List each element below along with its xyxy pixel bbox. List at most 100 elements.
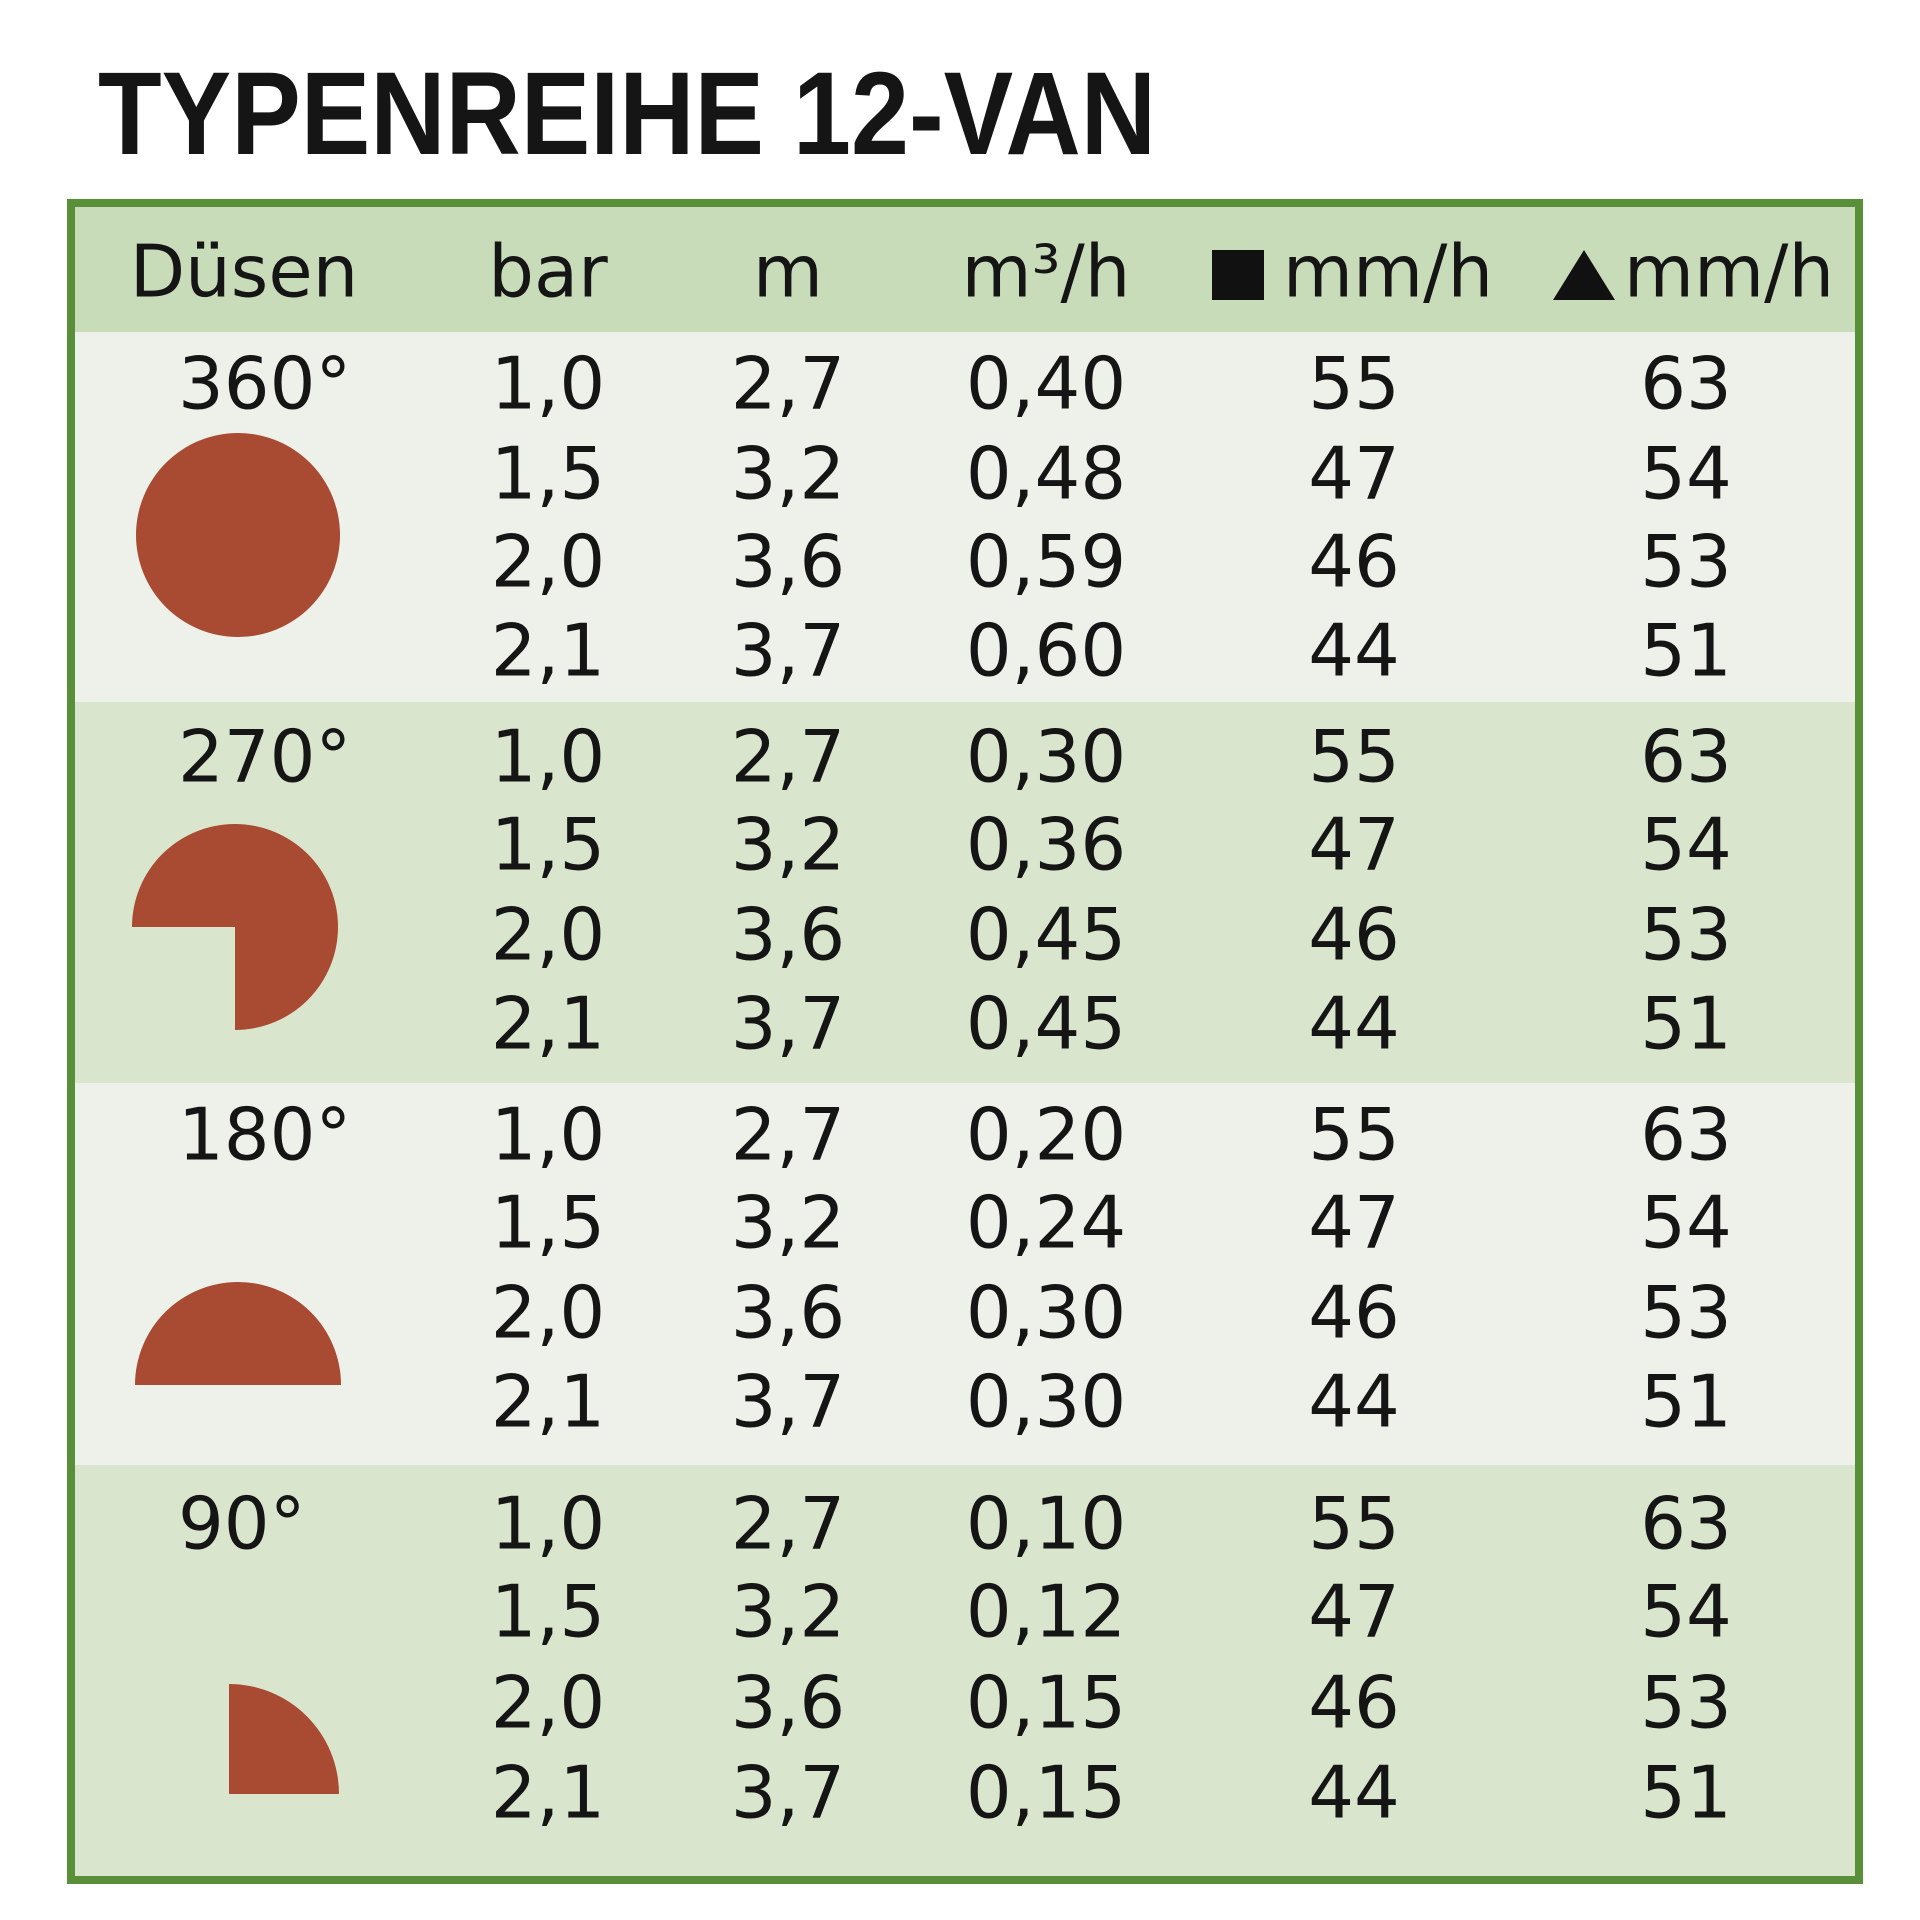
cell: 1,0 xyxy=(491,342,606,426)
column-header: mm/h xyxy=(1624,230,1834,314)
cell: 63 xyxy=(1640,1482,1732,1566)
cell: 1,0 xyxy=(491,715,606,799)
group-band xyxy=(75,702,1855,1083)
cell: 46 xyxy=(1308,1661,1400,1745)
cell: 53 xyxy=(1640,893,1732,977)
cell: 0,10 xyxy=(966,1482,1126,1566)
cell: 0,60 xyxy=(966,609,1126,693)
cell: 3,2 xyxy=(731,432,846,516)
column-header: bar xyxy=(488,230,608,314)
cell: 3,6 xyxy=(731,520,846,604)
cell: 47 xyxy=(1308,1181,1400,1265)
cell: 44 xyxy=(1308,1360,1400,1444)
shape-270 xyxy=(132,824,338,1030)
square-icon xyxy=(1212,250,1264,300)
cell: 3,2 xyxy=(731,1570,846,1654)
cell: 3,6 xyxy=(731,1271,846,1355)
cell: 1,0 xyxy=(491,1093,606,1177)
column-header: mm/h xyxy=(1283,230,1493,314)
group-label: 180° xyxy=(178,1093,351,1177)
cell: 53 xyxy=(1640,1661,1732,1745)
cell: 3,2 xyxy=(731,803,846,887)
cell: 3,7 xyxy=(731,1360,846,1444)
column-header: m³/h xyxy=(962,230,1131,314)
cell: 0,24 xyxy=(966,1181,1126,1265)
column-header: m xyxy=(753,230,823,314)
cell: 54 xyxy=(1640,432,1732,516)
cell: 3,7 xyxy=(731,1751,846,1835)
cell: 46 xyxy=(1308,1271,1400,1355)
cell: 2,7 xyxy=(731,342,846,426)
cell: 0,30 xyxy=(966,1360,1126,1444)
cell: 46 xyxy=(1308,893,1400,977)
cell: 55 xyxy=(1308,1093,1400,1177)
group-label: 270° xyxy=(178,715,351,799)
header-band xyxy=(75,207,1855,332)
cell: 44 xyxy=(1308,1751,1400,1835)
cell: 0,45 xyxy=(966,982,1126,1066)
group-label: 90° xyxy=(178,1482,306,1566)
cell: 2,0 xyxy=(491,1271,606,1355)
cell: 2,7 xyxy=(731,1093,846,1177)
cell: 2,7 xyxy=(731,715,846,799)
cell: 54 xyxy=(1640,1181,1732,1265)
cell: 3,6 xyxy=(731,893,846,977)
cell: 3,7 xyxy=(731,982,846,1066)
cell: 3,7 xyxy=(731,609,846,693)
cell: 63 xyxy=(1640,715,1732,799)
cell: 0,15 xyxy=(966,1751,1126,1835)
cell: 54 xyxy=(1640,1570,1732,1654)
cell: 1,5 xyxy=(491,1181,606,1265)
triangle-icon xyxy=(1553,250,1615,300)
cell: 2,7 xyxy=(731,1482,846,1566)
cell: 0,40 xyxy=(966,342,1126,426)
cell: 47 xyxy=(1308,803,1400,887)
cell: 2,1 xyxy=(491,609,606,693)
cell: 44 xyxy=(1308,982,1400,1066)
cell: 2,0 xyxy=(491,893,606,977)
cell: 0,48 xyxy=(966,432,1126,516)
cell: 63 xyxy=(1640,342,1732,426)
cell: 0,15 xyxy=(966,1661,1126,1745)
cell: 55 xyxy=(1308,715,1400,799)
title: TYPENREIHE 12-VAN xyxy=(98,48,1156,180)
cell: 1,5 xyxy=(491,1570,606,1654)
cell: 47 xyxy=(1308,432,1400,516)
cell: 1,0 xyxy=(491,1482,606,1566)
group-band xyxy=(75,1465,1855,1876)
column-header: Düsen xyxy=(130,230,359,314)
cell: 1,5 xyxy=(491,432,606,516)
cell: 51 xyxy=(1640,982,1732,1066)
shape-180 xyxy=(135,1282,341,1385)
cell: 0,36 xyxy=(966,803,1126,887)
cell: 2,1 xyxy=(491,1360,606,1444)
cell: 51 xyxy=(1640,1360,1732,1444)
cell: 51 xyxy=(1640,1751,1732,1835)
cell: 0,45 xyxy=(966,893,1126,977)
shape-90 xyxy=(229,1684,339,1794)
cell: 0,30 xyxy=(966,715,1126,799)
cell: 3,2 xyxy=(731,1181,846,1265)
cell: 1,5 xyxy=(491,803,606,887)
cell: 3,6 xyxy=(731,1661,846,1745)
cell: 63 xyxy=(1640,1093,1732,1177)
cell: 0,30 xyxy=(966,1271,1126,1355)
cell: 0,20 xyxy=(966,1093,1126,1177)
cell: 2,1 xyxy=(491,982,606,1066)
cell: 2,0 xyxy=(491,520,606,604)
cell: 55 xyxy=(1308,1482,1400,1566)
cell: 53 xyxy=(1640,1271,1732,1355)
cell: 2,1 xyxy=(491,1751,606,1835)
cell: 55 xyxy=(1308,342,1400,426)
cell: 46 xyxy=(1308,520,1400,604)
cell: 0,12 xyxy=(966,1570,1126,1654)
cell: 51 xyxy=(1640,609,1732,693)
shape-360 xyxy=(136,433,340,637)
group-label: 360° xyxy=(178,342,351,426)
cell: 0,59 xyxy=(966,520,1126,604)
cell: 44 xyxy=(1308,609,1400,693)
cell: 53 xyxy=(1640,520,1732,604)
cell: 47 xyxy=(1308,1570,1400,1654)
